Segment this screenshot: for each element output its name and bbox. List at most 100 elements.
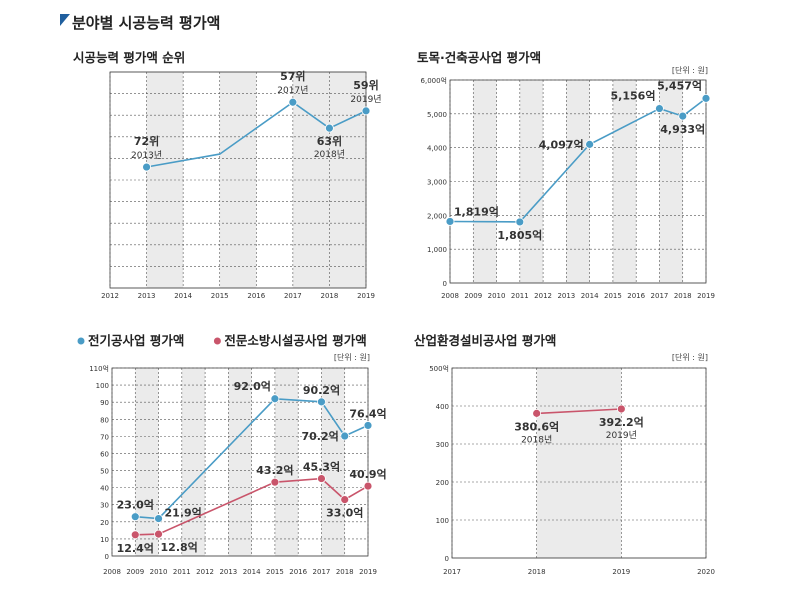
x-tick-label: 2009 <box>464 292 482 300</box>
x-tick-label: 2008 <box>103 568 121 576</box>
shaded-band <box>274 368 299 556</box>
x-tick-label: 2016 <box>627 292 645 300</box>
x-tick-label: 2013 <box>557 292 575 300</box>
data-label: 92.0억 <box>234 380 271 393</box>
legend-label: 전문소방시설공사업 평가액 <box>224 333 366 348</box>
y-tick-label: 5,000 <box>427 111 447 119</box>
data-point <box>701 93 711 103</box>
y-tick-label: 100 <box>96 382 109 390</box>
data-label: 392.2억 <box>599 416 644 429</box>
data-label: 72위 <box>134 135 159 148</box>
unit-label: [단위 : 원] <box>334 352 370 362</box>
y-tick-label: 4,000 <box>427 145 447 153</box>
data-sublabel: 2019년 <box>350 94 381 105</box>
x-tick-label: 2018 <box>321 292 339 300</box>
data-point <box>678 111 688 121</box>
data-label: 70.2억 <box>301 430 338 443</box>
data-point <box>340 495 350 505</box>
data-point <box>325 123 334 133</box>
x-tick-label: 2017 <box>443 568 461 576</box>
data-point <box>655 104 664 113</box>
shaded-band <box>473 80 497 283</box>
x-tick-label: 2014 <box>581 292 599 300</box>
data-point <box>445 217 455 226</box>
y-tick-label: 0 <box>105 553 109 561</box>
y-tick-label: 110억 <box>89 365 109 373</box>
y-tick-label: 60 <box>100 450 109 458</box>
data-label: 76.4억 <box>349 407 386 420</box>
plot-frame <box>109 71 367 289</box>
data-label: 57위 <box>280 70 305 83</box>
data-label: 90.2억 <box>303 384 340 397</box>
x-tick-label: 2019 <box>357 292 375 300</box>
series-line <box>449 97 707 223</box>
x-tick-label: 2015 <box>266 568 284 576</box>
series-line <box>536 408 622 415</box>
data-point <box>130 530 140 540</box>
data-point <box>142 162 151 172</box>
data-label: 4,933억 <box>660 123 705 136</box>
legend-label: 전기공사업 평가액 <box>88 333 184 348</box>
x-tick-label: 2017 <box>284 292 302 300</box>
data-label: 59위 <box>353 79 378 92</box>
y-tick-label: 3,000 <box>427 179 447 187</box>
x-tick-label: 2010 <box>488 292 506 300</box>
data-point <box>361 106 371 116</box>
y-tick-label: 6,000억 <box>421 77 447 85</box>
x-tick-label: 2009 <box>126 568 144 576</box>
y-tick-label: 90 <box>100 399 109 407</box>
y-tick-label: 1,000 <box>427 246 447 254</box>
y-tick-label: 200 <box>436 479 449 487</box>
shaded-band <box>135 368 159 556</box>
x-tick-label: 2016 <box>247 292 265 300</box>
x-tick-label: 2018 <box>528 568 546 576</box>
x-tick-label: 2018 <box>336 568 354 576</box>
shaded-band <box>536 368 622 558</box>
x-tick-label: 2013 <box>219 568 237 576</box>
shaded-band <box>181 368 206 556</box>
y-tick-label: 300 <box>436 441 449 449</box>
x-tick-label: 2019 <box>359 568 377 576</box>
data-point <box>340 431 350 441</box>
x-tick-label: 2014 <box>243 568 261 576</box>
plot-frame <box>451 367 707 559</box>
x-tick-label: 2011 <box>511 292 529 300</box>
x-tick-label: 2015 <box>604 292 622 300</box>
y-tick-label: 80 <box>100 416 109 424</box>
x-tick-label: 2012 <box>534 292 552 300</box>
data-label: 5,457억 <box>657 79 702 92</box>
data-point <box>317 397 326 407</box>
x-tick-label: 2020 <box>697 568 715 576</box>
data-point <box>288 97 298 107</box>
unit-label: [단위 : 원] <box>672 65 708 75</box>
shaded-band <box>612 80 637 283</box>
data-label: 4,097억 <box>539 138 584 151</box>
data-sublabel: 2013년 <box>131 150 162 161</box>
chart-title: 시공능력 평가액 순위 <box>73 50 185 65</box>
data-point <box>154 529 163 539</box>
y-tick-label: 400 <box>436 403 449 411</box>
y-tick-label: 40 <box>100 485 109 493</box>
y-tick-label: 0 <box>445 555 449 563</box>
x-tick-label: 2012 <box>101 292 119 300</box>
data-point <box>363 481 373 491</box>
title-flag-icon <box>60 14 70 26</box>
data-label: 63위 <box>317 135 342 148</box>
x-tick-label: 2010 <box>150 568 168 576</box>
shaded-band <box>228 368 252 556</box>
plot-frame <box>111 367 369 557</box>
page-title: 분야별 시공능력 평가액 <box>72 14 221 32</box>
y-tick-label: 0 <box>443 280 447 288</box>
data-sublabel: 2017년 <box>277 85 308 96</box>
data-label: 12.4억 <box>117 542 154 555</box>
data-label: 380.6억 <box>514 420 559 433</box>
data-point <box>585 139 595 149</box>
y-tick-label: 10 <box>100 536 109 544</box>
data-label: 21.9억 <box>165 507 202 520</box>
data-label: 5,156억 <box>611 90 656 103</box>
x-tick-label: 2015 <box>211 292 229 300</box>
data-point <box>154 514 163 523</box>
data-point <box>270 394 280 404</box>
x-tick-label: 2018 <box>674 292 692 300</box>
